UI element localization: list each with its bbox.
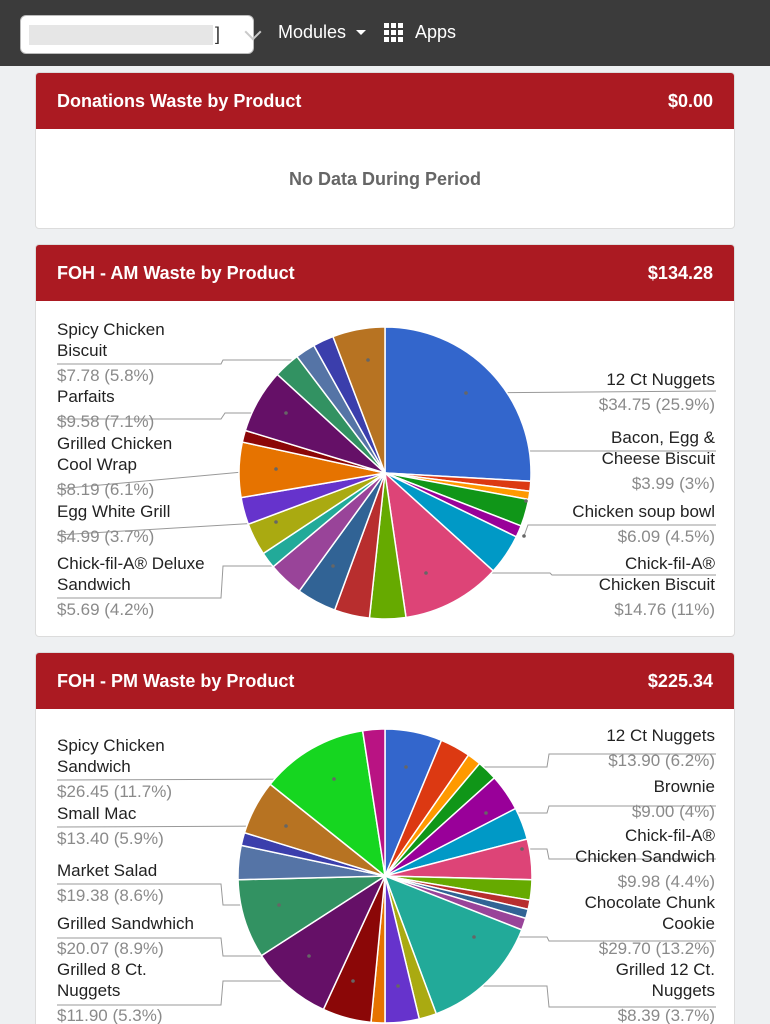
donations-card: Donations Waste by Product $0.00 No Data…: [35, 72, 735, 229]
am-leader-dot: [522, 534, 526, 538]
pm-leader-dot: [307, 954, 311, 958]
pm-leader-dot: [520, 847, 524, 851]
pm-slice[interactable]: [269, 729, 387, 878]
pm-pie-chart: [56, 728, 716, 1024]
pm-leader-dot: [484, 811, 488, 815]
card-total: $134.28: [647, 262, 713, 283]
am-chart-area: Spicy Chicken Biscuit $7.78 (5.8%) Parfai…: [36, 301, 734, 636]
am-card: FOH - AM Waste by Product $134.28 Spicy …: [35, 244, 735, 637]
caret-down-icon: [356, 30, 367, 35]
card-title: FOH - AM Waste by Product: [57, 262, 295, 283]
am-label-3: Egg White Grill $4.99 (3.7%): [57, 502, 171, 546]
pm-leader-dot: [472, 935, 476, 939]
am-label-4: Chick-fil-A® Deluxe Sandwich $5.69 (4.2%): [57, 554, 205, 619]
am-label-0: Spicy Chicken Biscuit $7.78 (5.8%): [57, 320, 165, 385]
am-label-2: Grilled Chicken Cool Wrap $8.19 (6.1%): [57, 434, 173, 499]
store-selector[interactable]: ]: [20, 15, 262, 54]
pm-leader-dot: [277, 903, 281, 907]
am-leader-dot: [424, 571, 428, 575]
am-slice[interactable]: [383, 471, 495, 619]
am-leader-dot: [366, 358, 370, 362]
am-leader-line: [523, 524, 716, 537]
am-leader-line: [56, 521, 277, 536]
selector-bracket: ]: [215, 24, 221, 44]
am-label-1: Parfaits $9.58 (7.1%): [57, 387, 155, 431]
pm-leader-dot: [332, 777, 336, 781]
pm-label-2: Market Salad $19.38 (8.6%): [57, 861, 164, 905]
grid-icon: [384, 23, 403, 42]
pm-slice[interactable]: [260, 873, 387, 1011]
pm-label-1: Small Mac $13.40 (5.9%): [57, 804, 164, 848]
modules-label: Modules: [278, 22, 347, 42]
pm-leader-dot: [284, 824, 288, 828]
am-leader-dot: [274, 467, 278, 471]
pm-label-3: Grilled Sandwhich $20.07 (8.9%): [57, 914, 195, 958]
top-navbar: ] Modules Apps: [0, 0, 770, 66]
pm-label-0: Spicy Chicken Sandwich $26.45 (11.7%): [57, 736, 172, 801]
am-leader-dot: [331, 564, 335, 568]
pm-label-5: 12 Ct Nuggets $13.90 (6.2%): [606, 726, 715, 770]
pm-leader-dot: [396, 984, 400, 988]
am-pie-chart: [56, 326, 717, 620]
am-label-6: Bacon, Egg & Cheese Biscuit $3.99 (3%): [601, 428, 715, 493]
apps-menu[interactable]: Apps: [384, 22, 456, 43]
pm-label-7: Chick-fil-A® Chicken Sandwich $9.98 (4.4%…: [575, 826, 715, 891]
am-slice[interactable]: [384, 326, 532, 483]
am-label-5: 12 Ct Nuggets $34.75 (25.9%): [598, 370, 715, 414]
pm-chart-area: Spicy Chicken Sandwich $26.45 (11.7%) Sma…: [36, 709, 734, 1024]
apps-label: Apps: [415, 22, 457, 42]
pm-label-6: Brownie $9.00 (4%): [631, 777, 715, 821]
am-slice[interactable]: [331, 326, 386, 474]
pm-leader-dot: [351, 979, 355, 983]
am-label-7: Chicken soup bowl $6.09 (4.5%): [572, 502, 715, 546]
pm-leader-dot: [404, 765, 408, 769]
card-title: FOH - PM Waste by Product: [57, 670, 295, 691]
am-leader-dot: [524, 499, 528, 503]
card-header: Donations Waste by Product $0.00: [36, 73, 734, 129]
no-data-message: No Data During Period: [288, 169, 481, 189]
am-leader-dot: [274, 520, 278, 524]
modules-menu[interactable]: Modules: [278, 22, 367, 43]
pm-label-9: Grilled 12 Ct. Nuggets $8.39 (3.7%): [615, 960, 715, 1024]
card-header: FOH - AM Waste by Product $134.28: [36, 245, 734, 301]
pm-card: FOH - PM Waste by Product $225.34 Spicy …: [35, 652, 735, 1024]
card-title: Donations Waste by Product: [57, 90, 302, 111]
pm-slice[interactable]: [361, 728, 386, 877]
card-total: $0.00: [667, 90, 713, 111]
chevron-down-icon[interactable]: [244, 23, 262, 41]
am-leader-dot: [464, 391, 468, 395]
pm-label-4: Grilled 8 Ct. Nuggets $11.90 (5.3%): [57, 960, 163, 1024]
pm-label-8: Chocolate Chunk Cookie $29.70 (13.2%): [584, 893, 715, 958]
redacted-store-name: [29, 25, 213, 45]
card-total: $225.34: [647, 670, 713, 691]
am-leader-dot: [284, 411, 288, 415]
card-header: FOH - PM Waste by Product $225.34: [36, 653, 734, 709]
pm-leader-line: [522, 848, 716, 860]
am-label-8: Chick-fil-A® Chicken Biscuit $14.76 (11%): [598, 554, 715, 619]
pm-slice[interactable]: [383, 874, 523, 1015]
